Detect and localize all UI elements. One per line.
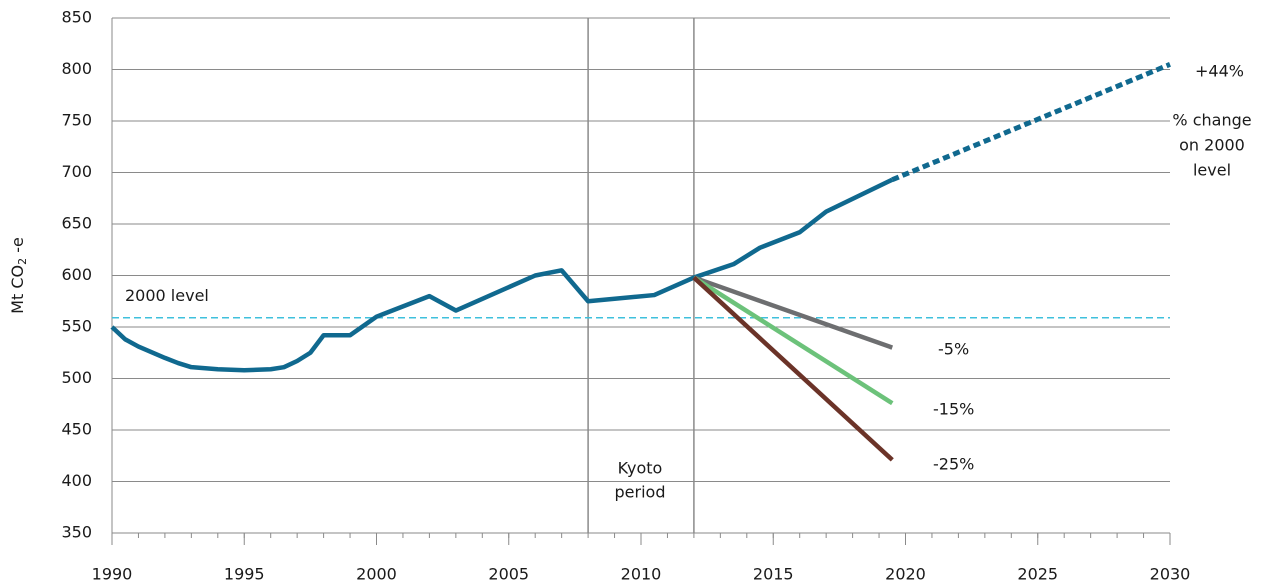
kyoto-label: period bbox=[615, 483, 666, 502]
reference-label: 2000 level bbox=[125, 286, 209, 305]
y-tick-label: 800 bbox=[61, 59, 92, 78]
y-tick-label: 850 bbox=[61, 8, 92, 27]
y-label-sub: 2 bbox=[16, 258, 29, 265]
y-tick-label: 500 bbox=[61, 368, 92, 387]
y-axis-label: Mt CO2 -e bbox=[8, 237, 30, 314]
x-tick-label: 2000 bbox=[356, 565, 397, 584]
y-tick-label: 550 bbox=[61, 317, 92, 336]
series-line bbox=[692, 275, 894, 462]
y-tick-label: 750 bbox=[61, 111, 92, 130]
series-label: -15% bbox=[933, 400, 974, 419]
change-note: % change bbox=[1172, 111, 1251, 130]
change-note: on 2000 bbox=[1179, 136, 1245, 155]
series-label: -5% bbox=[938, 340, 969, 359]
x-tick-label: 1995 bbox=[224, 565, 265, 584]
x-tick-label: 2020 bbox=[885, 565, 926, 584]
series-label: +44% bbox=[1195, 62, 1244, 81]
x-tick-label: 1990 bbox=[92, 565, 133, 584]
y-tick-label: 350 bbox=[61, 523, 92, 542]
x-tick-label: 2010 bbox=[621, 565, 662, 584]
x-tick-label: 2025 bbox=[1017, 565, 1058, 584]
y-label-main: Mt CO bbox=[8, 265, 27, 314]
x-tick-label: 2005 bbox=[488, 565, 529, 584]
x-tick-label: 2030 bbox=[1150, 565, 1191, 584]
series-line bbox=[693, 275, 894, 350]
series-label: -25% bbox=[933, 455, 974, 474]
x-tick-label: 2015 bbox=[753, 565, 794, 584]
kyoto-label: Kyoto bbox=[618, 459, 663, 478]
y-tick-label: 450 bbox=[61, 420, 92, 439]
y-label-suffix: -e bbox=[8, 237, 27, 258]
y-tick-label: 400 bbox=[61, 471, 92, 490]
y-tick-label: 650 bbox=[61, 214, 92, 233]
change-note: level bbox=[1193, 161, 1231, 180]
y-tick-label: 600 bbox=[61, 265, 92, 284]
y-tick-label: 700 bbox=[61, 162, 92, 181]
series-line bbox=[692, 275, 894, 406]
series-line bbox=[891, 62, 1171, 183]
series-line bbox=[110, 177, 894, 373]
